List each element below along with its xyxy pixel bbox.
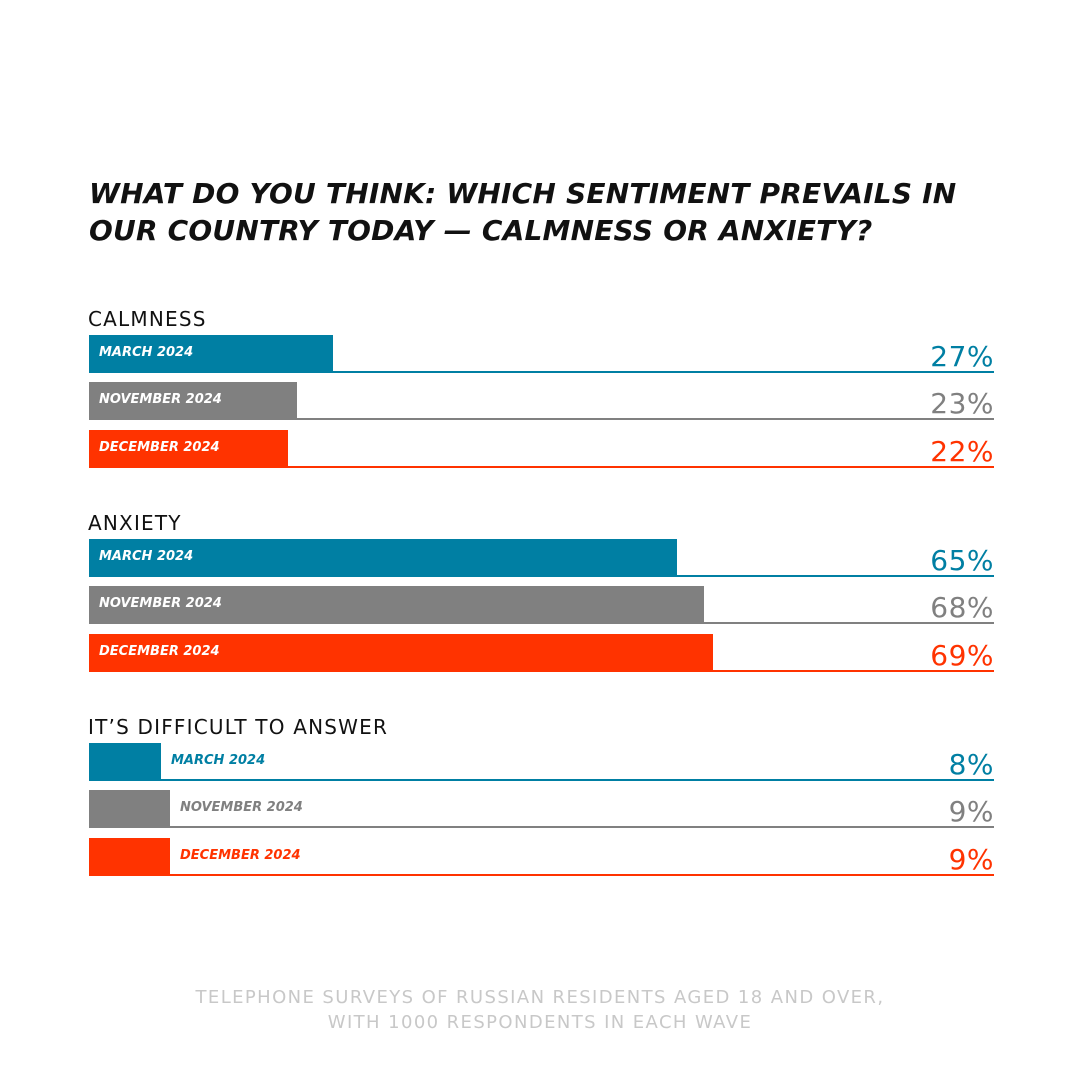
series-label: MARCH 2024 [99,345,194,360]
bar-baseline [89,622,994,624]
footnote-line-2: WITH 1000 RESPONDENTS IN EACH WAVE [327,1012,753,1033]
value-label: 69% [930,639,994,672]
bar-baseline [89,418,994,420]
bar-row: DECEMBER 2024 9% [89,838,994,876]
footnote-line-1: TELEPHONE SURVEYS OF RUSSIAN RESIDENTS A… [195,987,885,1008]
value-label: 8% [948,748,994,781]
bar-row: MARCH 2024 8% [89,743,994,781]
series-label: DECEMBER 2024 [180,848,301,863]
series-label: NOVEMBER 2024 [99,596,222,611]
bar [89,382,297,418]
bar [89,790,170,826]
group-label: ANXIETY [88,511,182,535]
bar-baseline [89,670,994,672]
bar-row: NOVEMBER 2024 9% [89,790,994,828]
bar-baseline [89,826,994,828]
value-label: 65% [930,544,994,577]
series-label: MARCH 2024 [99,549,194,564]
bar-row: MARCH 2024 65% [89,539,994,577]
bar-row: MARCH 2024 27% [89,335,994,373]
group-label: IT’S DIFFICULT TO ANSWER [88,715,389,739]
bar-baseline [89,575,994,577]
series-label: NOVEMBER 2024 [180,800,303,815]
bar [89,430,288,466]
series-label: NOVEMBER 2024 [99,392,222,407]
bar-baseline [89,466,994,468]
bar-row: NOVEMBER 2024 23% [89,382,994,420]
series-label: MARCH 2024 [171,753,266,768]
value-label: 9% [948,795,994,828]
bar-baseline [89,874,994,876]
bar [89,539,677,575]
value-label: 68% [930,591,994,624]
bar-row: DECEMBER 2024 22% [89,430,994,468]
bar-row: NOVEMBER 2024 68% [89,586,994,624]
bar [89,586,704,622]
bar-row: DECEMBER 2024 69% [89,634,994,672]
bar-baseline [89,371,994,373]
bar [89,838,170,874]
bar [89,634,713,670]
footnote: TELEPHONE SURVEYS OF RUSSIAN RESIDENTS A… [0,985,1080,1035]
group-label: CALMNESS [88,307,207,331]
series-label: DECEMBER 2024 [99,644,220,659]
bar [89,335,333,371]
value-label: 23% [930,387,994,420]
bar-baseline [89,779,994,781]
value-label: 27% [930,340,994,373]
value-label: 9% [948,843,994,876]
series-label: DECEMBER 2024 [99,440,220,455]
chart-title: WHAT DO YOU THINK: WHICH SENTIMENT PREVA… [89,177,957,247]
value-label: 22% [930,435,994,468]
bar [89,743,161,779]
